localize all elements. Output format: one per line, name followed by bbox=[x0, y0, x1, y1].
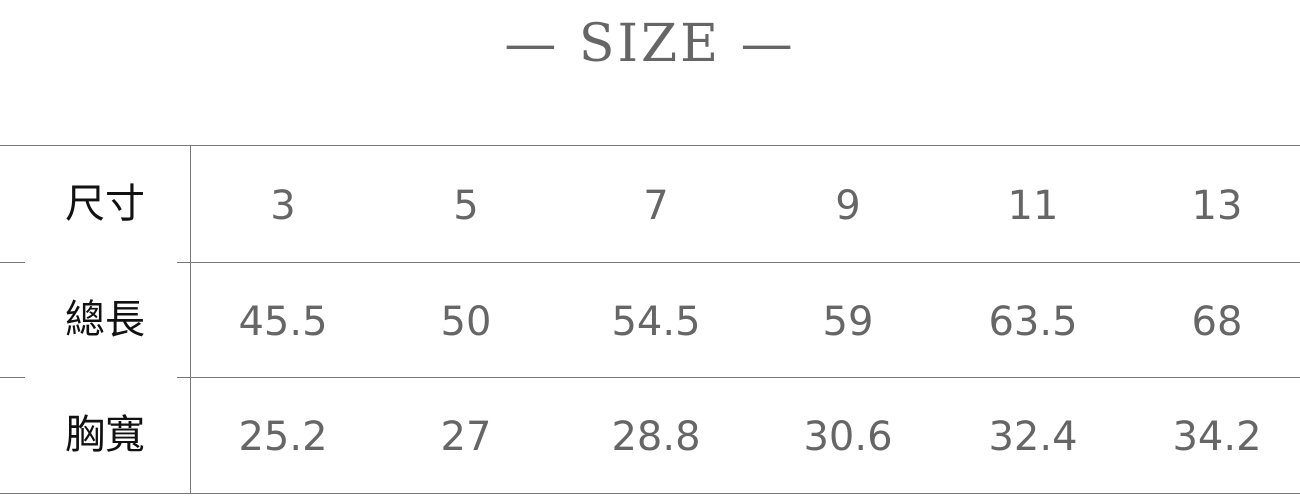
table-cell: 25.2 bbox=[238, 414, 328, 460]
row-divider bbox=[0, 262, 25, 263]
row-label: 總長 bbox=[65, 297, 145, 343]
table-cell: 11 bbox=[1007, 183, 1059, 229]
table-cell: 27 bbox=[440, 414, 492, 460]
page-title: — SIZE — bbox=[504, 14, 796, 74]
table-cell: 3 bbox=[270, 183, 296, 229]
table-cell: 9 bbox=[835, 183, 861, 229]
table-cell: 50 bbox=[440, 299, 492, 345]
table-cell: 28.8 bbox=[611, 414, 701, 460]
table-cell: 34.2 bbox=[1172, 414, 1262, 460]
table-cell: 63.5 bbox=[988, 299, 1078, 345]
row-divider bbox=[0, 377, 25, 378]
table-bottom-border bbox=[0, 493, 1300, 494]
table-cell: 54.5 bbox=[611, 299, 701, 345]
table-row-size: 尺寸 3 5 7 9 11 13 bbox=[0, 146, 1300, 262]
table-cell: 7 bbox=[643, 183, 669, 229]
table-row-length: 總長 45.5 50 54.5 59 63.5 68 bbox=[0, 262, 1300, 378]
table-cell: 13 bbox=[1191, 183, 1243, 229]
table-cell: 32.4 bbox=[988, 414, 1078, 460]
table-row-chest: 胸寬 25.2 27 28.8 30.6 32.4 34.2 bbox=[0, 377, 1300, 493]
column-divider bbox=[190, 145, 191, 494]
table-cell: 59 bbox=[822, 299, 874, 345]
table-cell: 30.6 bbox=[803, 414, 893, 460]
table-cell: 45.5 bbox=[238, 299, 328, 345]
table-cell: 68 bbox=[1191, 299, 1243, 345]
row-divider bbox=[177, 377, 1300, 378]
table-cell: 5 bbox=[453, 183, 479, 229]
table-top-border bbox=[0, 145, 1300, 146]
row-label: 胸寬 bbox=[65, 412, 145, 458]
row-divider bbox=[177, 262, 1300, 263]
row-label: 尺寸 bbox=[65, 181, 145, 227]
